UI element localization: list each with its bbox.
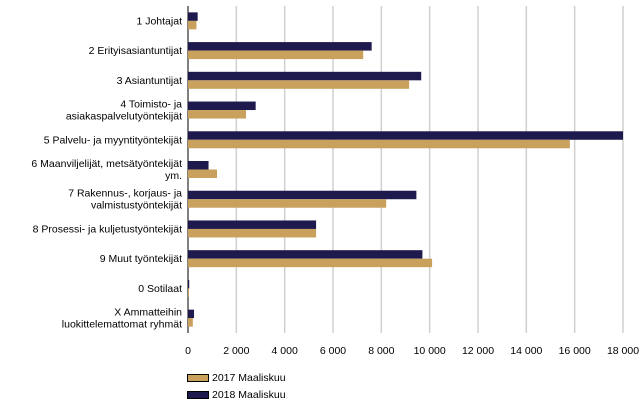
x-tick-label: 18 000 xyxy=(607,345,639,357)
bar-2018-6 xyxy=(188,190,417,200)
legend-swatch-2018 xyxy=(187,390,209,399)
category-label-line: 6 Maanviljelijät, metsätyöntekijät xyxy=(31,158,182,170)
category-label-line: 9 Muut työntekijät xyxy=(100,253,182,265)
category-label: 4 Toimisto- ja asiakaspalvelutyöntekijät xyxy=(66,99,182,123)
bar-2018-9 xyxy=(188,279,190,289)
category-label-line: asiakaspalvelutyöntekijät xyxy=(66,111,182,123)
legend-label-2017: 2017 Maaliskuu xyxy=(212,371,286,384)
bar-2018-4 xyxy=(188,131,623,140)
bar-2017-2 xyxy=(188,80,410,89)
x-tick-label: 2 000 xyxy=(223,345,249,357)
category-label-line: 7 Rakennus-, korjaus- ja xyxy=(68,188,182,200)
bar-2017-1 xyxy=(188,50,364,60)
bar-2018-7 xyxy=(188,220,317,229)
x-tick-label: 8 000 xyxy=(368,345,394,357)
bar-2018-8 xyxy=(188,250,423,259)
category-label: 8 Prosessi- ja kuljetustyöntekijät xyxy=(33,223,182,235)
category-label: 2 Erityisasiantuntijat xyxy=(89,45,182,57)
bar-2017-10 xyxy=(188,318,193,327)
category-label: 5 Palvelu- ja myyntityöntekijät xyxy=(44,134,182,146)
legend-swatch-2017 xyxy=(187,373,209,382)
bars xyxy=(188,12,623,327)
bar-2017-9 xyxy=(188,288,189,297)
x-tick-label: 0 xyxy=(185,345,191,357)
category-label-line: valmistustyöntekijät xyxy=(91,200,182,212)
category-labels: 1 Johtajat 2 Erityisasiantuntijat 3 Asiant… xyxy=(31,15,182,330)
legend: 2017 Maaliskuu 2018 Maaliskuu xyxy=(187,369,286,403)
x-tick-label: 14 000 xyxy=(510,345,542,357)
category-label-line: ym. xyxy=(165,170,182,182)
category-label-line: luokittelemattomat ryhmät xyxy=(62,319,182,331)
category-label-line: 8 Prosessi- ja kuljetustyöntekijät xyxy=(33,223,182,235)
bar-2017-0 xyxy=(188,20,197,30)
bar-2018-2 xyxy=(188,71,422,81)
category-label: 1 Johtajat xyxy=(136,15,182,27)
legend-item-2018: 2018 Maaliskuu xyxy=(187,386,286,403)
x-tick-label: 12 000 xyxy=(462,345,494,357)
bar-2017-5 xyxy=(188,169,217,178)
bar-2017-6 xyxy=(188,199,387,208)
category-label: 9 Muut työntekijät xyxy=(100,253,182,265)
category-label-line: 5 Palvelu- ja myyntityöntekijät xyxy=(44,134,182,146)
category-label: 6 Maanviljelijät, metsätyöntekijät ym. xyxy=(31,158,182,182)
bar-2018-10 xyxy=(188,309,195,319)
x-tick-label: 16 000 xyxy=(559,345,591,357)
bar-2017-4 xyxy=(188,139,570,149)
bar-2018-3 xyxy=(188,101,256,111)
legend-label-2018: 2018 Maaliskuu xyxy=(212,388,286,401)
bar-2018-0 xyxy=(188,12,198,21)
bar-2018-1 xyxy=(188,42,372,51)
category-label: 0 Sotilaat xyxy=(138,283,182,295)
category-label-line: 0 Sotilaat xyxy=(138,283,182,295)
x-tick-label: 6 000 xyxy=(320,345,346,357)
category-label-line: 4 Toimisto- ja xyxy=(120,99,182,111)
category-label: X Ammatteihin luokittelemattomat ryhmät xyxy=(62,307,182,331)
category-label: 3 Asiantuntijat xyxy=(117,75,182,87)
bar-2017-8 xyxy=(188,258,433,268)
x-tick-label: 10 000 xyxy=(414,345,446,357)
category-label-line: 3 Asiantuntijat xyxy=(117,75,182,87)
x-tick-label: 4 000 xyxy=(272,345,298,357)
category-label-line: X Ammatteihin xyxy=(114,307,182,319)
category-label-line: 2 Erityisasiantuntijat xyxy=(89,45,182,57)
legend-item-2017: 2017 Maaliskuu xyxy=(187,369,286,386)
category-label: 7 Rakennus-, korjaus- ja valmistustyöntek… xyxy=(68,188,182,212)
category-label-line: 1 Johtajat xyxy=(136,15,182,27)
x-tick-labels: 0 2 000 4 000 6 000 8 000 10 000 12 000 14 000 1… xyxy=(185,345,639,357)
gridlines xyxy=(187,6,624,333)
bar-2017-7 xyxy=(188,228,317,238)
bar-2018-5 xyxy=(188,161,209,170)
bar-2017-3 xyxy=(188,110,246,119)
